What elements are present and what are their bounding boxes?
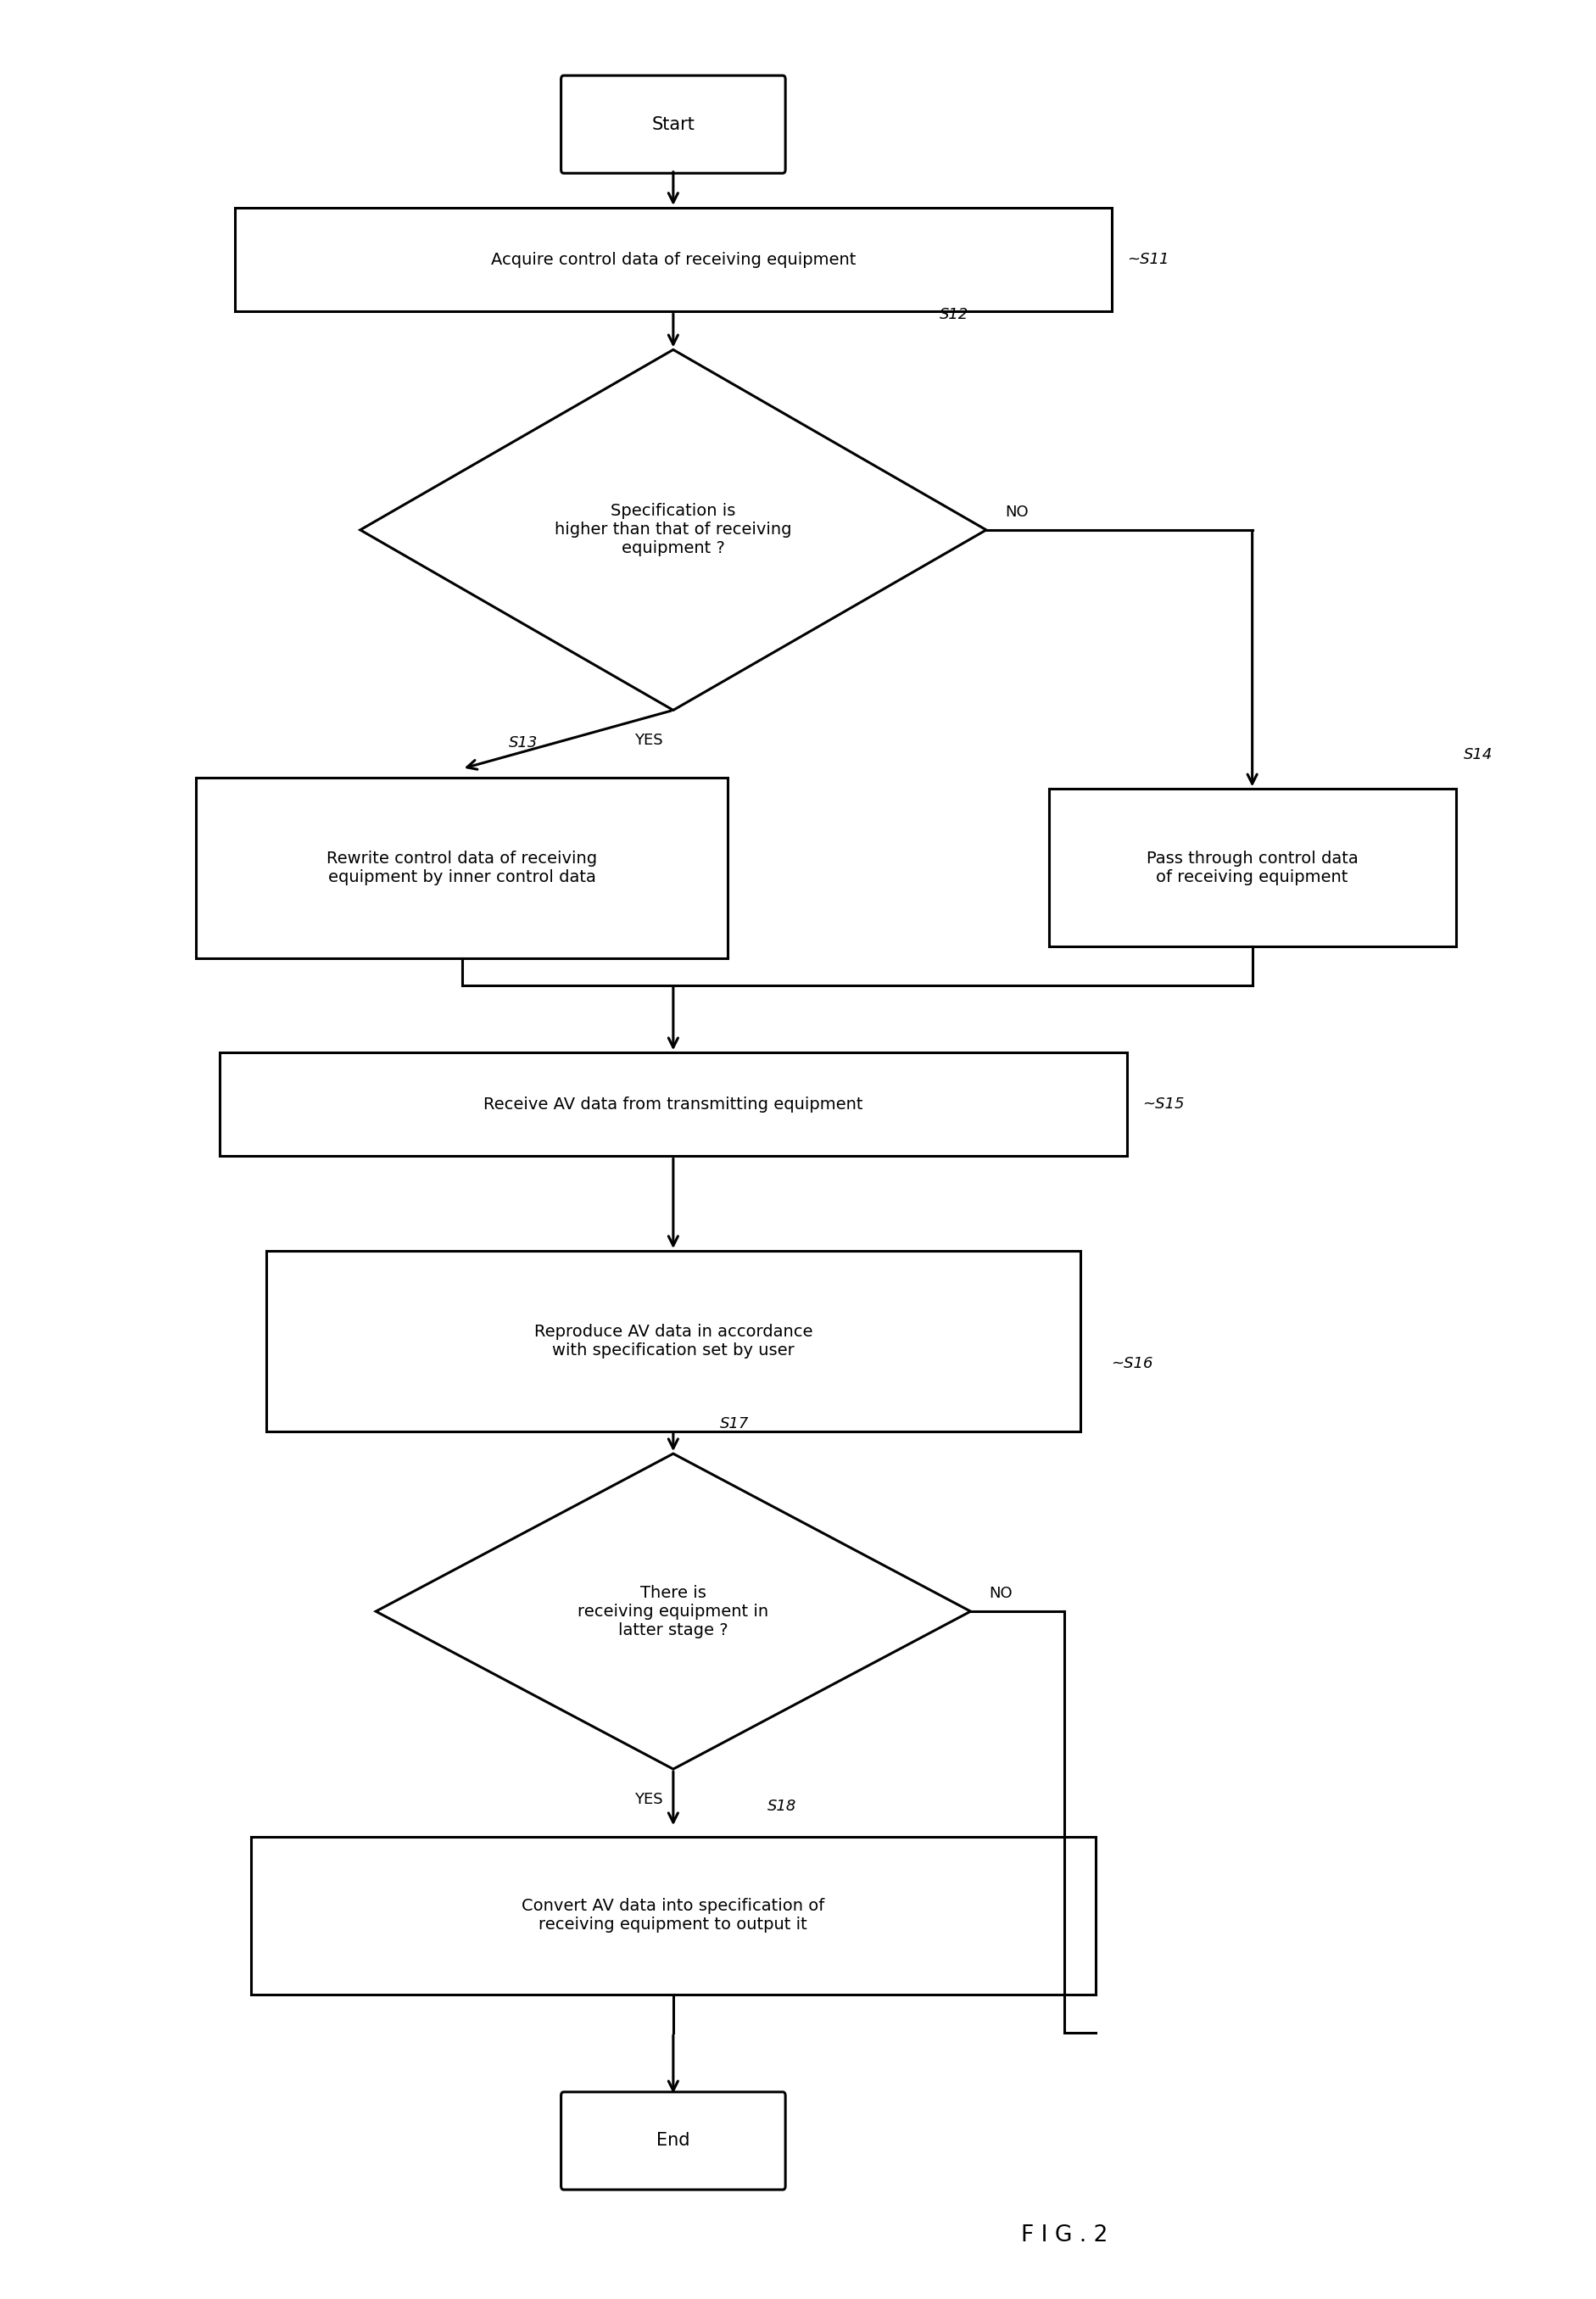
Text: ~S15: ~S15 <box>1143 1097 1184 1113</box>
Text: Pass through control data
of receiving equipment: Pass through control data of receiving e… <box>1146 851 1358 885</box>
Polygon shape <box>375 1453 970 1770</box>
Bar <box>1049 789 1456 947</box>
Text: S12: S12 <box>938 308 967 322</box>
Text: S14: S14 <box>1464 747 1492 761</box>
Text: Reproduce AV data in accordance
with specification set by user: Reproduce AV data in accordance with spe… <box>533 1324 812 1359</box>
Text: S17: S17 <box>720 1416 749 1430</box>
Text: ~S16: ~S16 <box>1111 1356 1152 1370</box>
Text: ~S11: ~S11 <box>1127 253 1168 267</box>
Text: YES: YES <box>634 1791 662 1807</box>
Text: Convert AV data into specification of
receiving equipment to output it: Convert AV data into specification of re… <box>522 1899 824 1933</box>
Text: There is
receiving equipment in
latter stage ?: There is receiving equipment in latter s… <box>578 1584 768 1639</box>
Text: F I G . 2: F I G . 2 <box>1020 2225 1108 2246</box>
Text: YES: YES <box>634 733 662 747</box>
Text: NO: NO <box>990 1586 1012 1600</box>
Text: Specification is
higher than that of receiving
equipment ?: Specification is higher than that of rec… <box>554 503 792 556</box>
Bar <box>267 1251 1079 1430</box>
FancyBboxPatch shape <box>560 2092 785 2189</box>
Text: S13: S13 <box>509 736 538 752</box>
Text: Rewrite control data of receiving
equipment by inner control data: Rewrite control data of receiving equipm… <box>327 851 597 885</box>
Bar <box>251 1837 1095 1993</box>
Text: End: End <box>656 2133 689 2150</box>
FancyBboxPatch shape <box>560 76 785 172</box>
Polygon shape <box>361 349 986 710</box>
Text: Receive AV data from transmitting equipment: Receive AV data from transmitting equipm… <box>484 1097 862 1113</box>
Text: S18: S18 <box>766 1798 796 1814</box>
Text: Acquire control data of receiving equipment: Acquire control data of receiving equipm… <box>490 251 855 267</box>
Text: Start: Start <box>651 115 694 133</box>
Bar <box>219 1053 1127 1156</box>
Bar <box>235 207 1111 310</box>
Bar <box>196 777 728 959</box>
Text: NO: NO <box>1004 503 1028 520</box>
